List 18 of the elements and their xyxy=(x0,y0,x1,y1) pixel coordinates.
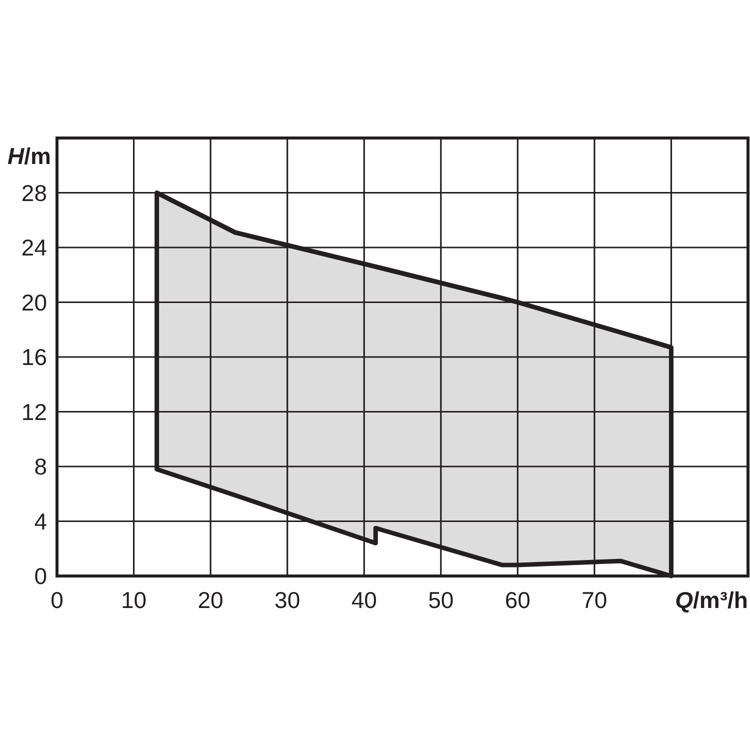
y-tick-label: 4 xyxy=(34,508,48,534)
x-tick-label: 20 xyxy=(198,587,224,613)
x-tick-label: 10 xyxy=(120,587,147,613)
x-tick-label: 70 xyxy=(582,587,608,613)
y-axis-title: H/m xyxy=(8,143,51,169)
x-tick-label: 30 xyxy=(274,587,300,613)
y-tick-label: 0 xyxy=(34,563,47,589)
y-tick-label: 20 xyxy=(21,289,47,316)
x-tick-label: 60 xyxy=(504,587,530,613)
x-tick-label: 0 xyxy=(50,587,64,613)
y-tick-label: 28 xyxy=(21,180,47,206)
y-tick-label: 24 xyxy=(21,234,48,260)
x-axis-title: Q/m³/h xyxy=(675,587,748,613)
y-tick-label: 16 xyxy=(21,344,47,370)
y-tick-label: 12 xyxy=(21,398,47,425)
y-tick-label: 8 xyxy=(34,454,47,480)
x-tick-label: 40 xyxy=(351,587,377,613)
x-tick-label: 50 xyxy=(428,587,454,613)
